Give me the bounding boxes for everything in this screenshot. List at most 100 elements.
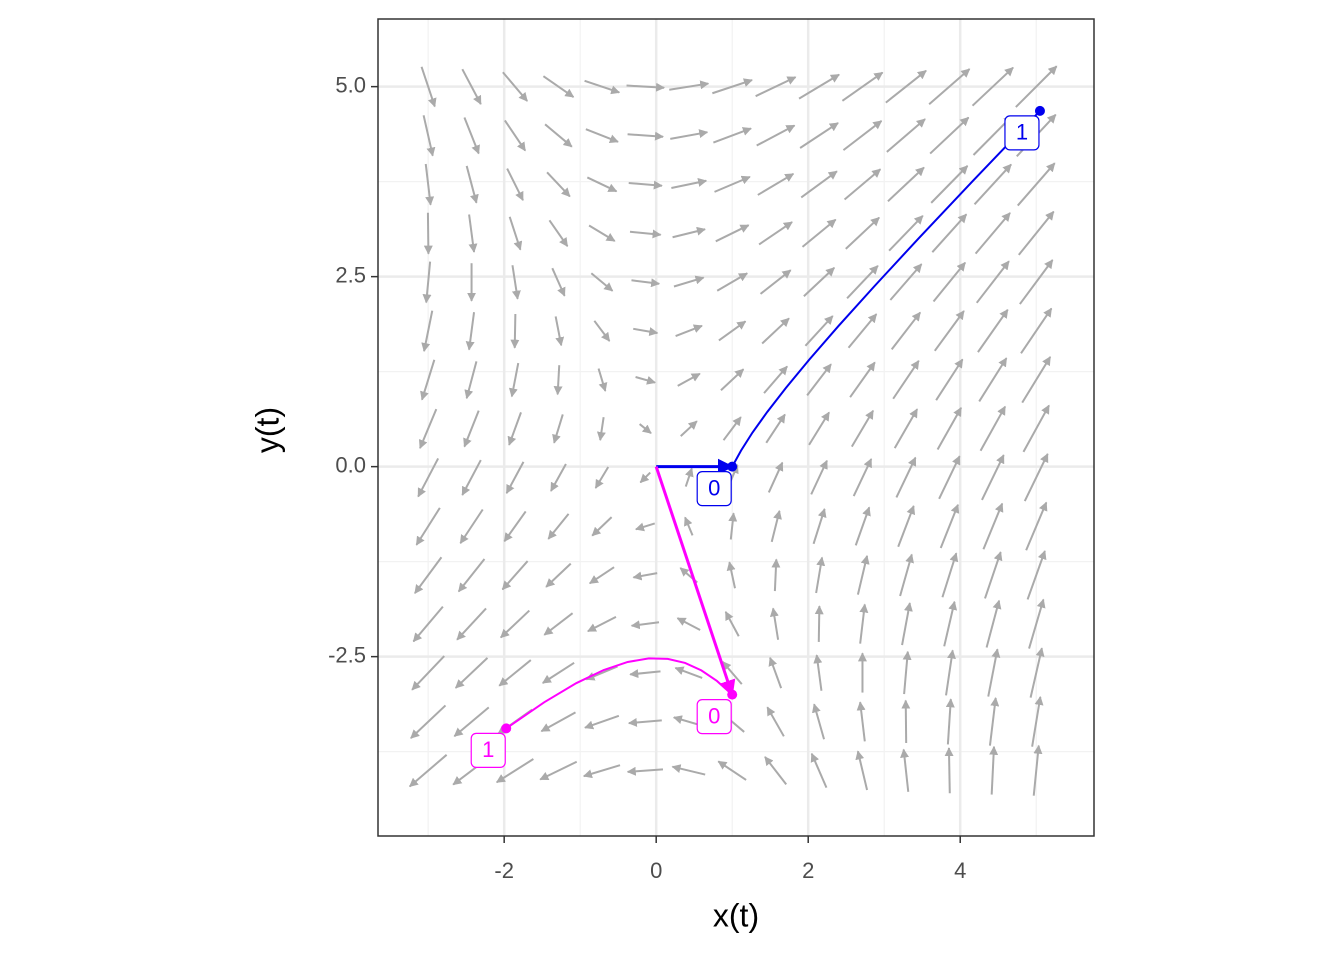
field-arrow	[504, 119, 527, 152]
field-arrow	[632, 571, 658, 581]
y-tick-label: -2.5	[328, 642, 366, 667]
field-arrow	[978, 357, 1008, 402]
y-axis-title: y(t)	[249, 407, 285, 453]
field-arrow	[593, 320, 611, 342]
field-arrow	[758, 221, 793, 246]
field-arrow	[945, 698, 955, 745]
field-arrow	[716, 272, 748, 292]
field-arrow	[511, 265, 521, 300]
trajectory-point	[727, 461, 738, 472]
field-arrow	[587, 615, 617, 633]
field-arrow	[631, 278, 661, 288]
field-arrow	[591, 516, 613, 537]
field-arrow	[635, 522, 656, 532]
field-arrow	[456, 607, 487, 641]
field-arrow	[626, 766, 664, 776]
field-arrow	[459, 508, 484, 545]
y-tick-label: 5.0	[335, 72, 366, 97]
field-arrow	[508, 216, 523, 251]
field-arrow	[675, 324, 703, 337]
field-arrow	[801, 218, 837, 248]
time-label: 1	[1016, 120, 1028, 145]
trajectory	[505, 657, 733, 730]
field-arrow	[767, 461, 784, 493]
field-arrow	[888, 215, 924, 252]
field-arrow	[1017, 162, 1056, 207]
field-arrow	[902, 650, 912, 695]
field-arrow	[928, 68, 971, 105]
field-arrow	[812, 508, 827, 545]
field-arrow	[461, 68, 482, 105]
field-arrow	[505, 461, 525, 494]
field-arrow	[814, 605, 824, 642]
field-arrow	[718, 320, 747, 342]
y-tick-label: 2.5	[335, 262, 366, 287]
field-arrow	[495, 758, 534, 784]
trajectory-point	[1034, 105, 1045, 116]
field-arrow	[845, 216, 880, 250]
field-arrow	[1022, 404, 1050, 453]
field-arrow	[713, 127, 752, 144]
field-arrow	[712, 78, 753, 95]
field-arrow	[548, 219, 569, 247]
field-arrow	[550, 463, 567, 492]
field-arrow	[812, 703, 825, 740]
field-arrow	[900, 748, 910, 792]
field-arrow	[808, 411, 830, 446]
time-label: 0	[708, 475, 720, 500]
field-arrow	[1020, 307, 1053, 354]
field-arrow	[757, 172, 795, 196]
field-arrow	[677, 372, 701, 387]
field-arrow	[542, 75, 575, 98]
field-arrow	[977, 308, 1009, 353]
field-arrow	[929, 116, 970, 155]
field-arrow	[849, 361, 876, 398]
field-arrow	[684, 467, 694, 487]
field-arrow	[847, 313, 878, 349]
field-arrow	[932, 261, 966, 303]
field-arrow	[553, 365, 563, 396]
field-arrow	[585, 128, 619, 144]
field-arrow	[453, 706, 490, 737]
field-arrow	[889, 263, 923, 301]
field-arrow	[938, 455, 961, 500]
field-arrow	[1026, 550, 1047, 600]
field-arrow	[815, 556, 826, 594]
field-arrow	[897, 505, 916, 548]
field-arrow	[842, 120, 883, 151]
field-arrow	[674, 666, 703, 679]
field-arrow	[852, 458, 873, 497]
field-arrow	[936, 407, 962, 450]
field-arrow	[540, 711, 576, 733]
field-arrow	[629, 669, 661, 679]
field-arrow	[507, 412, 522, 446]
field-arrow	[1028, 598, 1046, 649]
field-arrow	[627, 131, 664, 141]
trajectories: 0 1 0 1	[470, 105, 1045, 768]
field-arrow	[586, 176, 618, 193]
field-arrow	[974, 212, 1011, 255]
x-tick-label: -2	[494, 858, 514, 883]
field-arrow	[584, 79, 621, 95]
field-arrow	[582, 764, 621, 779]
field-arrow	[724, 611, 740, 637]
field-arrow	[545, 562, 572, 588]
field-arrow	[585, 665, 618, 681]
field-arrow	[552, 414, 564, 444]
field-arrow	[1021, 356, 1052, 404]
field-arrow	[1025, 501, 1048, 551]
field-arrow	[465, 165, 479, 204]
field-arrow	[503, 510, 527, 543]
field-arrow	[930, 165, 969, 204]
field-arrow	[944, 747, 954, 794]
label-box	[470, 732, 506, 768]
field-arrow	[420, 66, 437, 108]
field-arrow	[722, 416, 742, 441]
field-arrow	[671, 178, 708, 189]
field-arrow	[628, 180, 663, 190]
field-arrow	[855, 750, 869, 791]
field-arrow	[859, 603, 869, 644]
trajectory-point	[727, 689, 738, 700]
field-arrow	[412, 605, 444, 643]
